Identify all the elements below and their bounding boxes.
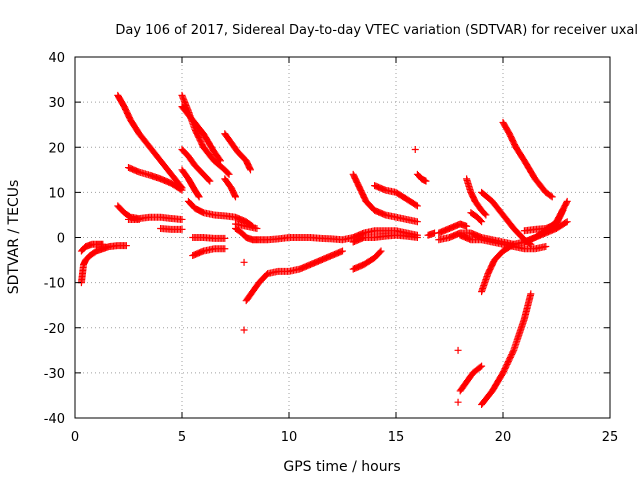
data-point-markers: [435, 220, 471, 237]
data-track: [221, 175, 239, 201]
data-track: [242, 247, 346, 305]
data-track: [114, 91, 186, 192]
y-tick-label: -30: [44, 367, 65, 382]
data-point-markers: [454, 346, 462, 354]
data-track: [349, 247, 385, 273]
data-point-markers: [242, 247, 346, 305]
data-point-markers: [178, 166, 203, 201]
data-track: [189, 245, 229, 260]
data-point-markers: [114, 202, 186, 223]
x-tick-label: 5: [178, 430, 186, 445]
data-point-markers: [371, 182, 421, 210]
x-tick-label: 0: [71, 430, 79, 445]
y-tick-label: 30: [48, 96, 65, 111]
data-point-markers: [232, 220, 261, 232]
y-tick-labels: -40 -30 -20 -10 0 10 20 30 40: [44, 51, 65, 427]
data-point-markers: [125, 215, 143, 223]
data-track: [467, 209, 486, 226]
data-point-markers: [467, 209, 486, 226]
y-tick-label: 10: [48, 186, 65, 201]
data-point-markers: [178, 146, 214, 185]
data-track: [478, 290, 535, 408]
data-track: [413, 170, 430, 185]
data-point-markers: [349, 170, 421, 226]
data-point-markers: [221, 175, 239, 201]
data-point-markers: [499, 118, 556, 201]
y-tick-label: -10: [44, 277, 65, 292]
x-tick-label: 25: [602, 430, 619, 445]
x-tick-label: 10: [281, 430, 298, 445]
data-track: [435, 220, 471, 237]
data-track: [178, 103, 225, 165]
data-track: [157, 224, 186, 233]
data-point-markers: [114, 91, 186, 192]
data-point-markers: [454, 398, 462, 406]
data-point-markers: [125, 164, 186, 194]
data-track: [411, 146, 419, 154]
y-tick-label: 20: [48, 141, 65, 156]
data-point-markers: [77, 240, 107, 255]
data-track: [463, 175, 490, 219]
data-point-markers: [463, 175, 490, 219]
y-tick-label: -20: [44, 322, 65, 337]
data-track: [184, 197, 257, 230]
data-track: [125, 215, 143, 223]
data-track: [178, 146, 214, 185]
data-point-markers: [189, 245, 229, 260]
axis-ticks: [74, 56, 611, 419]
y-tick-label: 40: [48, 51, 65, 66]
data-point-markers: [240, 326, 248, 334]
data-track: [114, 202, 186, 223]
data-track: [499, 118, 556, 201]
data-point-markers: [349, 231, 421, 246]
data-point-markers: [157, 224, 186, 233]
data-point-markers: [240, 258, 248, 266]
chart-title: Day 106 of 2017, Sidereal Day-to-day VTE…: [115, 23, 638, 38]
data-point-markers: [77, 242, 130, 287]
data-track: [232, 220, 261, 232]
data-point-markers: [232, 224, 357, 244]
data-point-markers: [413, 170, 430, 185]
data-track: [520, 206, 567, 235]
data-track: [232, 224, 357, 244]
data-point-markers: [456, 362, 486, 395]
data-track: [77, 242, 130, 287]
data-marks: [77, 91, 571, 408]
data-track: [424, 229, 439, 239]
data-point-markers: [178, 103, 225, 165]
data-track: [125, 164, 186, 194]
data-track: [456, 362, 486, 395]
data-point-markers: [184, 197, 257, 230]
data-point-markers: [424, 229, 439, 239]
x-tick-label: 20: [495, 430, 512, 445]
data-point-markers: [189, 234, 229, 242]
data-track: [240, 258, 248, 266]
data-point-markers: [221, 130, 254, 174]
y-tick-label: -40: [44, 412, 65, 427]
data-track: [349, 170, 421, 226]
data-track: [349, 231, 421, 246]
x-tick-label: 15: [388, 430, 405, 445]
data-track: [77, 240, 107, 255]
x-axis-label: GPS time / hours: [283, 459, 400, 475]
data-track: [221, 130, 254, 174]
data-track: [454, 346, 462, 354]
data-track: [371, 182, 421, 210]
y-tick-label: 0: [57, 232, 65, 247]
data-track: [240, 326, 248, 334]
y-axis-label: SDTVAR / TECUs: [6, 180, 22, 295]
data-point-markers: [411, 146, 419, 154]
data-point-markers: [520, 206, 567, 235]
data-track: [189, 234, 229, 242]
data-point-markers: [478, 290, 535, 408]
data-track: [454, 398, 462, 406]
x-tick-labels: 0 5 10 15 20 25: [71, 430, 618, 445]
data-point-markers: [349, 247, 385, 273]
data-track: [178, 166, 203, 201]
